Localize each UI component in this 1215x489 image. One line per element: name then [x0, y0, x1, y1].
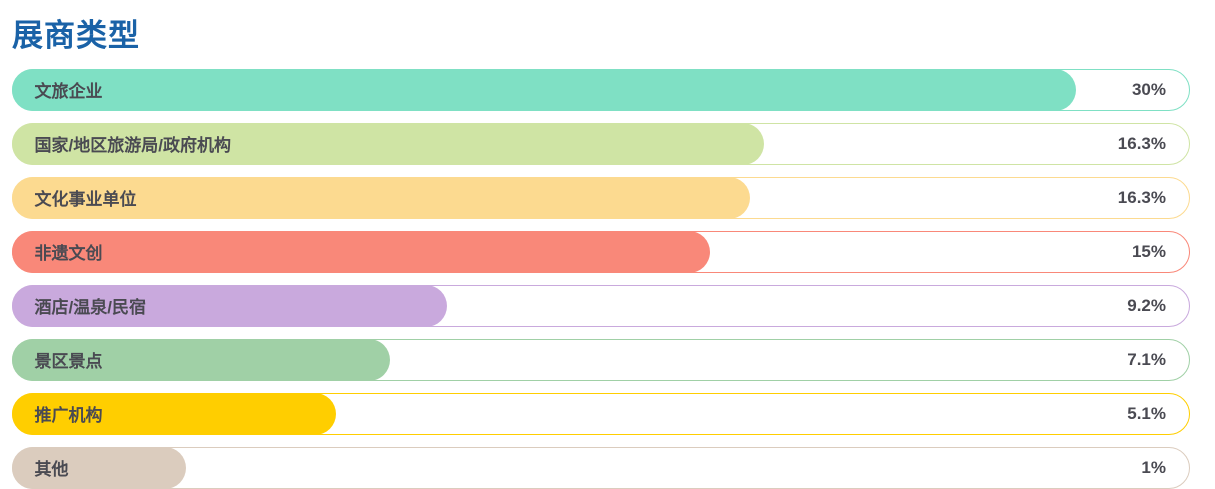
bar-chart: 文旅企业 30% 国家/地区旅游局/政府机构 16.3% 文化事业单位 16.3… — [11, 68, 1190, 489]
bar-value: 16.3% — [1117, 188, 1166, 207]
bar-value: 30% — [1131, 80, 1166, 99]
bar-value: 1% — [1141, 458, 1166, 477]
bar-value: 16.3% — [1117, 134, 1166, 153]
bar-fill: 其他 — [11, 446, 186, 489]
bar-value: 5.1% — [1127, 404, 1166, 423]
bar-label: 非遗文创 — [34, 244, 103, 263]
bar-label: 文化事业单位 — [34, 190, 137, 209]
bar-label: 文旅企业 — [34, 82, 103, 101]
page-title: 展商类型 — [12, 18, 140, 53]
bar-fill: 推广机构 — [11, 392, 337, 435]
bar-label: 景区景点 — [34, 352, 103, 371]
bar-fill: 文旅企业 — [11, 68, 1076, 111]
bar-value: 7.1% — [1127, 350, 1166, 369]
bar-label: 国家/地区旅游局/政府机构 — [34, 136, 231, 155]
chart-row: 国家/地区旅游局/政府机构 16.3% — [11, 122, 1190, 165]
chart-row: 推广机构 5.1% — [11, 392, 1190, 435]
bar-fill: 酒店/温泉/民宿 — [11, 284, 447, 327]
chart-row: 文旅企业 30% — [11, 68, 1190, 111]
bar-value: 9.2% — [1127, 296, 1166, 315]
bar-label: 酒店/温泉/民宿 — [34, 298, 146, 317]
bar-label: 推广机构 — [34, 406, 103, 425]
bar-fill: 非遗文创 — [11, 230, 711, 273]
chart-row: 其他 1% — [11, 446, 1190, 489]
chart-row: 酒店/温泉/民宿 9.2% — [11, 284, 1190, 327]
bar-fill: 国家/地区旅游局/政府机构 — [11, 122, 765, 165]
chart-row: 非遗文创 15% — [11, 230, 1190, 273]
chart-row: 文化事业单位 16.3% — [11, 176, 1190, 219]
bar-fill: 景区景点 — [11, 338, 391, 381]
bar-label: 其他 — [34, 460, 69, 479]
bar-fill: 文化事业单位 — [11, 176, 751, 219]
bar-value: 15% — [1131, 242, 1166, 261]
chart-row: 景区景点 7.1% — [11, 338, 1190, 381]
